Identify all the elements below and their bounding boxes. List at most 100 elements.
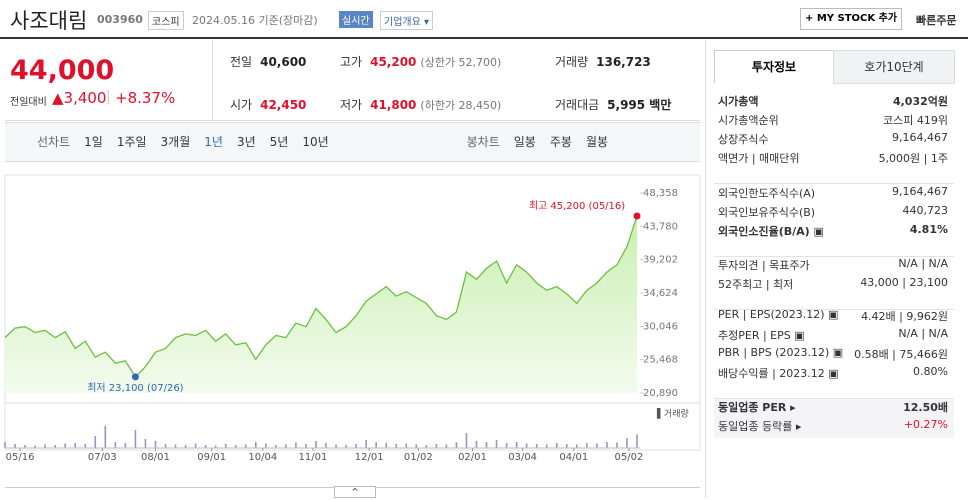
info-label: 52주최고 | 최저 (718, 278, 794, 291)
plot-frame (4, 174, 701, 451)
info-label: PER | EPS(2023.12) ▣ (718, 308, 839, 321)
volume-bar (315, 441, 317, 448)
tab[interactable]: 3개월 (160, 135, 191, 149)
tab[interactable]: 월봉 (585, 135, 609, 149)
info-label: 동일업종 PER ▸ (718, 401, 796, 414)
x-tick-label: 08/01 (141, 452, 170, 463)
quote-cell: 고가 45,200 (상한가 52,700) (340, 53, 501, 70)
info-row: 시가총액 4,032억원 (718, 93, 948, 109)
volume-bar (545, 444, 548, 448)
volume-bar (84, 444, 87, 448)
section-divider (714, 256, 954, 257)
info-value: 43,000 | 23,100 (860, 276, 948, 289)
collapse-button[interactable]: ^ (334, 486, 376, 498)
volume-bar (505, 443, 508, 448)
section-divider (714, 398, 954, 399)
volume-bar (134, 430, 137, 448)
volume-bar (265, 443, 267, 448)
tab[interactable]: 5년 (269, 135, 289, 149)
cell-note: (상한가 52,700) (420, 56, 502, 69)
volume-bar (94, 436, 97, 448)
tab[interactable]: 1년 (204, 135, 223, 149)
info-value: 12.50배 (903, 401, 948, 414)
volume-bar (626, 438, 628, 448)
volume-bar (616, 442, 618, 448)
volume-bar (636, 434, 638, 448)
info-label: 추정PER | EPS ▣ (718, 329, 805, 342)
info-value: 5,000원 | 1주 (878, 152, 948, 165)
info-value: 0.80% (913, 365, 948, 378)
divider (0, 37, 968, 39)
sector-box (714, 398, 954, 438)
info-row: 추정PER | EPS ▣ N/A | N/A (718, 327, 948, 343)
extreme-dot (633, 212, 641, 220)
stock-name: 사조대림 (10, 9, 88, 33)
volume-bar (525, 443, 528, 448)
volume-bar (365, 440, 367, 448)
info-row: 동일업종 등락률 ▸ +0.27% (718, 418, 948, 434)
volume-bar (586, 443, 588, 448)
volume-bar (606, 442, 608, 448)
volume-bar (385, 443, 388, 448)
x-tick-label: 03/04 (508, 452, 537, 463)
y-tick-label: 30,046 (643, 321, 678, 332)
panel-tab[interactable]: 투자정보 (714, 50, 834, 83)
volume-bar (576, 444, 578, 448)
annotation: 최저 23,100 (07/26) (87, 382, 183, 394)
info-value: 9,164,467 (892, 131, 948, 144)
tab[interactable]: 10년 (302, 135, 329, 149)
volume-bar (295, 442, 297, 448)
cell-value: 136,723 (596, 55, 651, 69)
volume-bar (515, 442, 518, 448)
y-tick-label: 39,202 (643, 255, 678, 266)
tab-label: 선차트 (37, 135, 71, 149)
market-badge: 코스피 (148, 11, 184, 30)
panel-tab[interactable]: 호가10단계 (833, 50, 955, 84)
tab[interactable]: 1주일 (116, 135, 147, 149)
info-row: 외국인보유주식수(B) 440,723 (718, 204, 948, 220)
x-tick-label: 02/01 (458, 452, 487, 463)
info-row: 액면가 | 매매단위 5,000원 | 1주 (718, 150, 948, 166)
x-tick-label: 07/03 (88, 452, 117, 463)
info-value: 코스피 419위 (883, 114, 948, 127)
quote-cell: 거래대금 5,995 백만 (555, 96, 671, 113)
cell-label: 저가 (340, 98, 363, 112)
price: 44,000 (10, 55, 115, 86)
volume-bar (104, 426, 107, 448)
y-tick-label: 43,780 (643, 221, 678, 232)
quote-cell: 전일 40,600 (230, 53, 306, 70)
tab[interactable]: 1일 (84, 135, 103, 149)
tab[interactable]: 일봉 (513, 135, 536, 149)
volume-bar (254, 442, 257, 448)
cell-label: 거래량 (555, 55, 589, 69)
volume-bar (154, 441, 157, 448)
info-value: 9,164,467 (892, 185, 948, 198)
y-tick-label: 20,890 (643, 388, 678, 399)
price-area (5, 216, 637, 393)
quote-cell: 시가 42,450 (230, 96, 306, 113)
x-tick-label: 04/01 (559, 452, 588, 463)
volume-bar (375, 442, 377, 448)
volume-bar (425, 445, 428, 448)
volume-bar (535, 444, 538, 448)
volume-bar (144, 439, 147, 448)
order-link[interactable]: 빠른주문 (916, 14, 957, 27)
info-value: 4.81% (909, 223, 948, 236)
volume-bar (54, 445, 56, 448)
realtime-badge[interactable]: 실시간 (339, 11, 373, 28)
volume-bar (405, 443, 408, 448)
x-tick-label: 05/16 (6, 452, 35, 463)
volume-bar (74, 443, 77, 448)
info-row: PBR | BPS (2023.12) ▣ 0.58배 | 75,466원 (718, 346, 948, 361)
volume-bar (14, 444, 16, 448)
tab[interactable]: 3년 (236, 135, 256, 149)
info-label: 배당수익률 | 2023.12 ▣ (718, 367, 839, 380)
tab[interactable]: 주봉 (549, 135, 572, 149)
tab-group: 선차트 1일 1주일 3개월 1년 3년 5년 10년 봉차트 일봉 주봉 월봉 (5, 135, 622, 149)
x-tick-label: 11/01 (299, 452, 328, 463)
volume-bar (124, 443, 127, 448)
mystock-button[interactable]: + MY STOCK 추가 (800, 8, 902, 30)
overview-dropdown[interactable]: 기업개요 ▾ (380, 11, 433, 30)
